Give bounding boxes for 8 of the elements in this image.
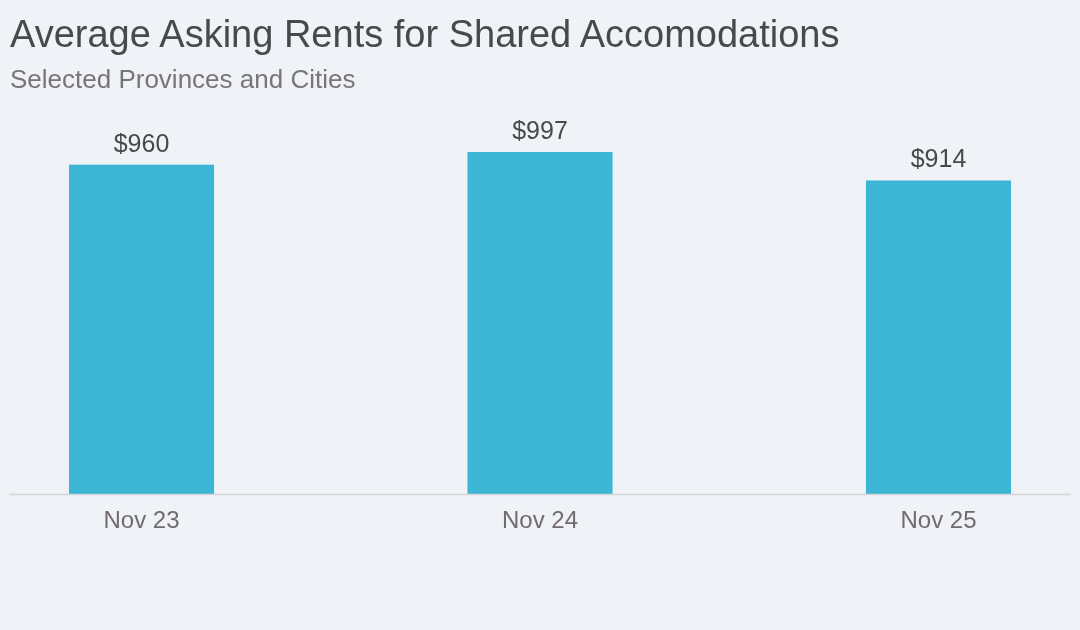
data-label: $960: [113, 128, 170, 157]
data-label: $997: [512, 116, 568, 144]
x-tick-label: Nov 24: [501, 506, 579, 533]
chart-title: Average Asking Rents for Shared Accomodations: [10, 13, 840, 55]
data-label: $914: [910, 144, 967, 173]
chart-subtitle: Selected Provinces and Cities: [10, 64, 356, 94]
x-tick-label: Nov 25: [900, 506, 977, 533]
x-tick-label: Nov 23: [103, 506, 180, 533]
